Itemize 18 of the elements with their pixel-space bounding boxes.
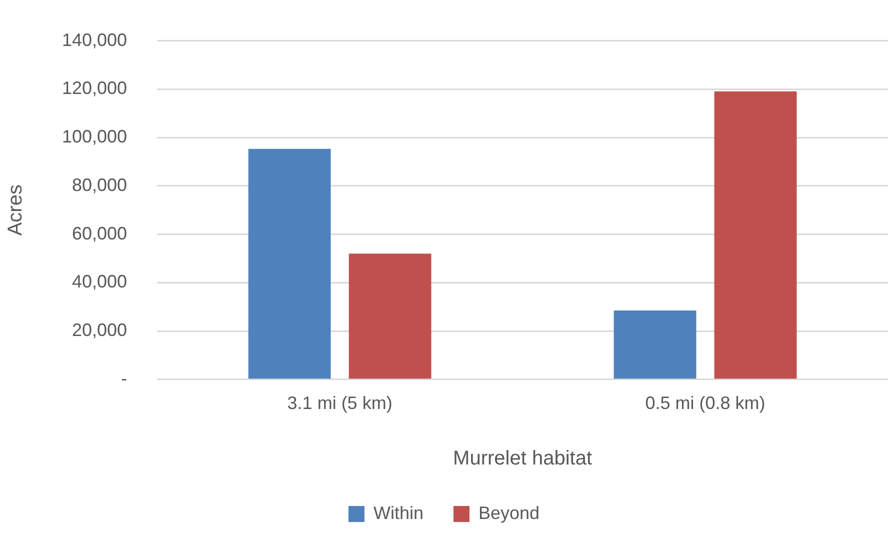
x-tick-label: 3.1 mi (5 km) <box>287 393 392 414</box>
y-tick-label: 100,000 <box>62 126 128 147</box>
y-tick-label: 20,000 <box>72 320 128 340</box>
bar <box>714 91 797 379</box>
y-tick-label: 40,000 <box>72 272 128 292</box>
y-tick-label: - <box>121 368 128 388</box>
y-tick-label: 140,000 <box>62 30 128 50</box>
bar <box>248 148 331 379</box>
y-tick-label: 60,000 <box>72 223 128 244</box>
y-tick-label: 120,000 <box>62 78 128 98</box>
legend-label: Beyond <box>478 502 540 523</box>
legend-label: Within <box>373 502 424 523</box>
x-axis-title: Murrelet habitat <box>453 448 592 470</box>
y-axis-title: Acres <box>4 184 27 236</box>
y-tick-label: 80,000 <box>72 174 128 195</box>
bar <box>348 254 432 379</box>
x-tick-label: 0.5 mi (0.8 km) <box>645 393 766 414</box>
bar <box>614 310 696 379</box>
